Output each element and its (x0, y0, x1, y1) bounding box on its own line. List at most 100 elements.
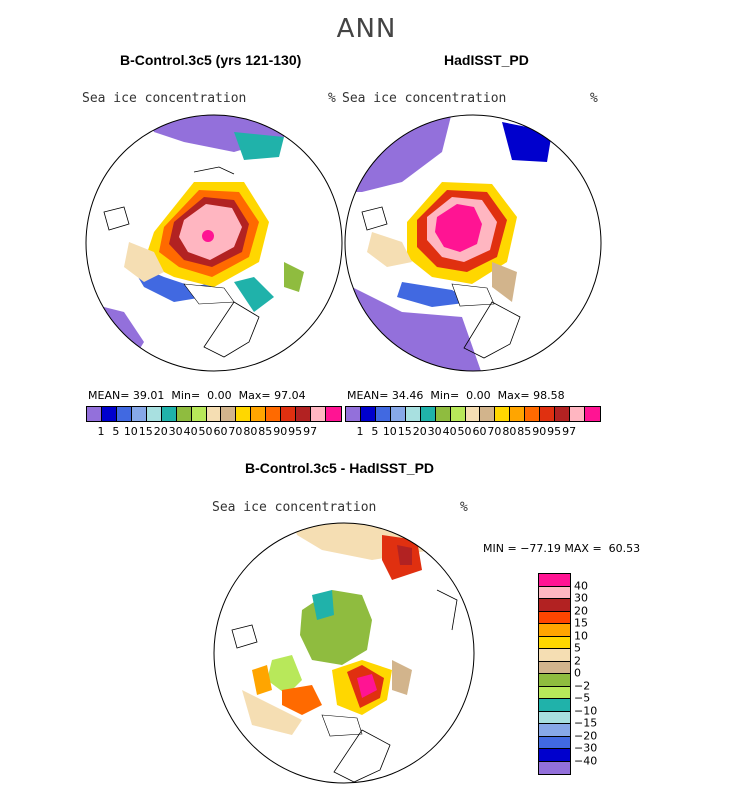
panel-2-colorbar-ticks: 1 5 10 15 20 30 40 50 60 70 80 85 90 95 97 (345, 425, 599, 439)
panel-1-title: B-Control.3c5 (yrs 121-130) (120, 52, 302, 68)
diff-colorbar-tick-label: −15 (574, 716, 598, 730)
panel-1-colorbar-swatch (296, 407, 312, 421)
diff-colorbar-tick-label: 15 (574, 616, 588, 630)
panel-2-colorbar-swatch (570, 407, 585, 421)
panel-1-colorbar-tick-label: 30 (168, 425, 183, 438)
diff-colorbar-swatch (539, 586, 570, 599)
panel-2-colorbar-tick-label: 20 (412, 425, 427, 438)
diff-min-value: −77.19 (520, 542, 561, 555)
panel-2-polar-map (344, 114, 602, 372)
diff-max-label: MAX = (564, 542, 602, 555)
panel-2-mean-label: MEAN= (347, 389, 389, 402)
diff-colorbar-swatch (539, 761, 570, 774)
diff-colorbar-tick-label: −10 (574, 704, 598, 717)
panel-2-colorbar-swatch (360, 407, 376, 421)
diff-colorbar-tick-label: 2 (574, 654, 581, 667)
diff-colorbar-tick-label: −30 (574, 741, 598, 755)
panel-1-colorbar-tick-label: 97 (303, 425, 318, 438)
diff-colorbar-tick-label: 10 (574, 629, 588, 642)
panel-1-mean-value: 39.01 (132, 389, 165, 402)
panel-2-colorbar-swatch (435, 407, 451, 421)
panel-2-colorbar-tick-label: 15 (397, 425, 412, 438)
panel-2-colorbar-tick-label: 1 (356, 425, 364, 438)
diff-colorbar-tick-label: 5 (574, 641, 581, 655)
panel-1-colorbar-swatch (251, 407, 267, 421)
diff-panel-colorbar (538, 573, 571, 775)
panel-2-colorbar-swatch (346, 407, 361, 421)
panel-2-colorbar-swatch (510, 407, 526, 421)
panel-1-colorbar-swatch (101, 407, 117, 421)
panel-2-colorbar-tick-label: 97 (562, 425, 577, 438)
panel-2-colorbar-tick-label: 40 (442, 425, 457, 438)
panel-2-colorbar-tick-label: 60 (472, 425, 487, 438)
diff-colorbar-swatch (539, 636, 570, 649)
panel-2-min-label: Min= (430, 389, 460, 402)
panel-1-colorbar-swatch (281, 407, 297, 421)
panel-1-colorbar-swatch (146, 407, 162, 421)
panel-1-stats: MEAN= 39.01 Min= 0.00 Max= 97.04 (88, 389, 306, 402)
panel-2-max-label: Max= (497, 389, 530, 402)
diff-panel-variable-label: Sea ice concentration (212, 500, 377, 515)
panel-2-title: HadISST_PD (444, 52, 529, 68)
diff-min-label: MIN = (483, 542, 517, 555)
panel-1-colorbar (86, 406, 342, 422)
panel-2-colorbar-swatch (540, 407, 556, 421)
diff-colorbar-swatch (539, 724, 570, 737)
panel-2-mean-value: 34.46 (391, 389, 424, 402)
panel-2-colorbar-tick-label: 70 (487, 425, 502, 438)
panel-1-colorbar-swatch (176, 407, 192, 421)
diff-panel-minmax: MIN = −77.19 MAX = 60.53 (483, 542, 640, 555)
panel-2-colorbar-swatch (375, 407, 391, 421)
diff-colorbar-swatch (539, 649, 570, 662)
diff-max-value: 60.53 (608, 542, 641, 555)
panel-2-colorbar-tick-label: 50 (457, 425, 472, 438)
diff-colorbar-tick-label: −20 (574, 729, 598, 742)
panel-1-variable-label: Sea ice concentration (82, 91, 247, 106)
diff-colorbar-swatch (539, 699, 570, 712)
panel-1-min-value: 0.00 (207, 389, 232, 402)
diff-colorbar-tick-label: 30 (574, 591, 588, 605)
panel-1-colorbar-tick-label: 70 (228, 425, 243, 438)
panel-2-colorbar (345, 406, 601, 422)
panel-2-colorbar-swatch (555, 407, 571, 421)
diff-panel-title: B-Control.3c5 - HadISST_PD (245, 460, 435, 476)
diff-colorbar-swatch (539, 686, 570, 699)
panel-2-colorbar-tick-label: 85 (517, 425, 532, 438)
diff-colorbar-swatch (539, 711, 570, 724)
panel-1-colorbar-tick-label: 60 (213, 425, 228, 438)
diff-colorbar-tick-label: 0 (574, 666, 581, 680)
panel-2-colorbar-swatch (420, 407, 436, 421)
diff-colorbar-swatch (539, 674, 570, 687)
diff-colorbar-swatch (539, 574, 570, 587)
panel-1-colorbar-tick-label: 40 (183, 425, 198, 438)
panel-1-colorbar-tick-label: 15 (138, 425, 153, 438)
panel-1-colorbar-tick-label: 10 (123, 425, 138, 438)
diff-colorbar-tick-label: −5 (574, 691, 591, 705)
panel-1-colorbar-tick-label: 20 (153, 425, 168, 438)
diff-colorbar-tick-label: 40 (574, 579, 588, 592)
diff-colorbar-tick-label: 20 (574, 604, 588, 617)
panel-2-colorbar-tick-label: 5 (371, 425, 379, 438)
panel-2-min-value: 0.00 (466, 389, 491, 402)
panel-1-max-value: 97.04 (274, 389, 306, 402)
panel-2-colorbar-swatch (405, 407, 421, 421)
panel-2-colorbar-swatch (525, 407, 541, 421)
panel-1-colorbar-swatch (161, 407, 177, 421)
figure-suptitle: ANN (336, 14, 397, 44)
diff-panel-units: % (460, 500, 468, 515)
panel-1-colorbar-swatch (87, 407, 102, 421)
panel-1-colorbar-swatch (266, 407, 282, 421)
diff-colorbar-swatch (539, 661, 570, 674)
panel-1-max-label: Max= (238, 389, 271, 402)
diff-panel-polar-map (213, 522, 475, 784)
diff-colorbar-swatch (539, 736, 570, 749)
diff-colorbar-swatch (539, 749, 570, 762)
panel-2-colorbar-swatch (450, 407, 466, 421)
panel-2-variable-label: Sea ice concentration (342, 91, 507, 106)
panel-2-colorbar-tick-label: 30 (427, 425, 442, 438)
panel-1-colorbar-tick-label: 50 (198, 425, 213, 438)
panel-1-min-label: Min= (171, 389, 201, 402)
panel-2-colorbar-swatch (390, 407, 406, 421)
panel-1-colorbar-tick-label: 1 (97, 425, 105, 438)
panel-1-colorbar-swatch (116, 407, 132, 421)
